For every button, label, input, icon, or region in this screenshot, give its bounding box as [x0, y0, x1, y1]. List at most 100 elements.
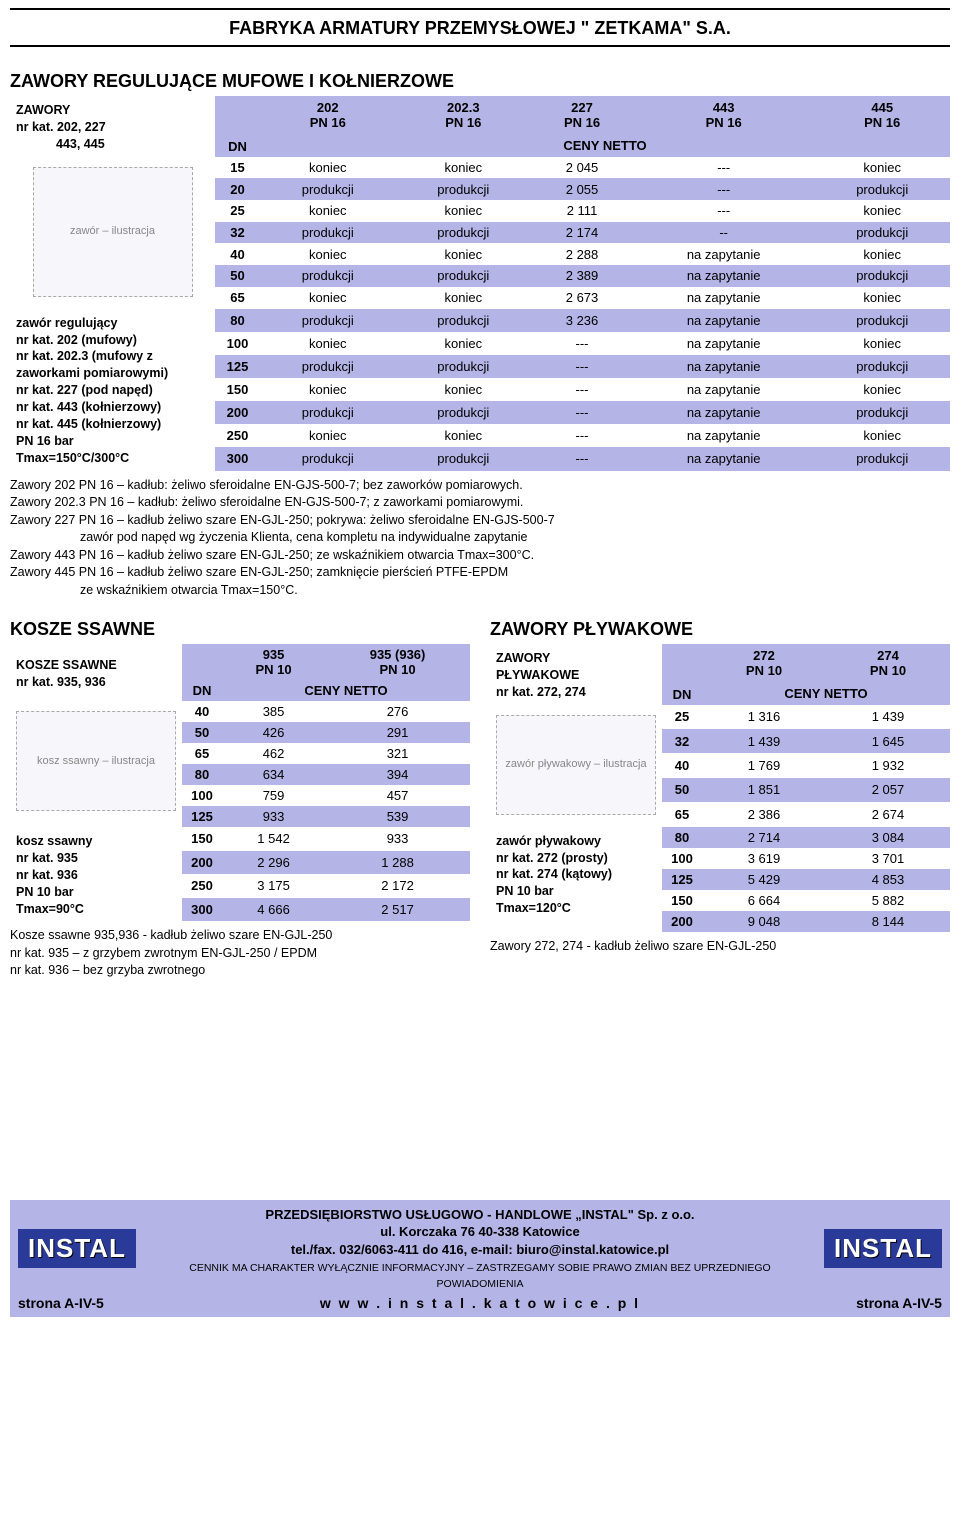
- t2-ceny-header: CENY NETTO: [222, 680, 470, 701]
- valve-image-placeholder: zawór – ilustracja: [33, 167, 193, 297]
- value-cell: 4 853: [826, 869, 950, 890]
- value-cell: na zapytanie: [633, 424, 814, 447]
- value-cell: 2 673: [531, 287, 633, 309]
- value-cell: 2 111: [531, 200, 633, 222]
- dn-cell: 250: [182, 874, 222, 898]
- footer-line2: ul. Korczaka 76 40-338 Katowice: [380, 1224, 579, 1239]
- value-cell: 634: [222, 764, 325, 785]
- value-cell: produkcji: [260, 447, 396, 470]
- dn-cell: 125: [662, 869, 702, 890]
- t1-col-2: 227 PN 16: [531, 96, 633, 134]
- dn-cell: 15: [215, 157, 260, 179]
- value-cell: 933: [325, 827, 470, 851]
- value-cell: produkcji: [814, 447, 950, 470]
- sidebar-line: nr kat. 202 (mufowy): [16, 332, 209, 349]
- note-line: zawór pod napęd wg życzenia Klienta, cen…: [10, 529, 950, 547]
- footer-page-left: strona A-IV-5: [18, 1295, 104, 1311]
- dn-cell: 125: [215, 355, 260, 378]
- dn-cell: 100: [662, 848, 702, 869]
- t3-head-left1: ZAWORY: [496, 650, 656, 667]
- value-cell: 6 664: [702, 890, 826, 911]
- product-image-placeholder: kosz ssawny – ilustracja: [16, 711, 176, 811]
- dn-cell: 50: [215, 265, 260, 287]
- t2-col-1: 935 (936) PN 10: [325, 644, 470, 680]
- value-cell: 3 619: [702, 848, 826, 869]
- value-cell: koniec: [396, 243, 532, 265]
- value-cell: 1 439: [702, 729, 826, 753]
- dn-cell: 65: [182, 743, 222, 764]
- value-cell: koniec: [814, 157, 950, 179]
- value-cell: ---: [531, 447, 633, 470]
- value-cell: 3 701: [826, 848, 950, 869]
- value-cell: 3 084: [826, 827, 950, 848]
- value-cell: 1 932: [826, 753, 950, 777]
- value-cell: ---: [531, 355, 633, 378]
- table-row: kosz ssawnynr kat. 935nr kat. 936PN 10 b…: [10, 827, 470, 851]
- value-cell: ---: [633, 200, 814, 222]
- sidebar-line: PN 10 bar: [16, 884, 176, 901]
- value-cell: produkcji: [814, 178, 950, 200]
- value-cell: 1 316: [702, 705, 826, 729]
- value-cell: 2 674: [826, 802, 950, 826]
- t3-head-left3: nr kat. 272, 274: [496, 684, 656, 701]
- note-line: Zawory 202 PN 16 – kadłub: żeliwo sferoi…: [10, 477, 950, 495]
- value-cell: koniec: [260, 243, 396, 265]
- t1-ceny-header: CENY NETTO: [260, 134, 950, 156]
- sidebar-line: nr kat. 936: [16, 867, 176, 884]
- value-cell: 3 175: [222, 874, 325, 898]
- value-cell: produkcji: [396, 355, 532, 378]
- value-cell: 2 296: [222, 851, 325, 875]
- note-line: ze wskaźnikiem otwarcia Tmax=150°C.: [10, 582, 950, 600]
- value-cell: 321: [325, 743, 470, 764]
- sidebar-line: Tmax=90°C: [16, 901, 176, 918]
- value-cell: produkcji: [260, 178, 396, 200]
- footer-url: w w w . i n s t a l . k a t o w i c e . …: [320, 1295, 640, 1311]
- value-cell: ---: [633, 178, 814, 200]
- t1-notes: Zawory 202 PN 16 – kadłub: żeliwo sferoi…: [10, 477, 950, 600]
- t1-col-0: 202 PN 16: [260, 96, 396, 134]
- dn-cell: 80: [662, 827, 702, 848]
- t2-sidebar-text: kosz ssawnynr kat. 935nr kat. 936PN 10 b…: [10, 827, 182, 921]
- sidebar-line: PN 16 bar: [16, 433, 209, 450]
- note-line: Zawory 443 PN 16 – kadłub żeliwo szare E…: [10, 547, 950, 565]
- sidebar-line: nr kat. 202.3 (mufowy z zaworkami pomiar…: [16, 348, 209, 382]
- value-cell: 291: [325, 722, 470, 743]
- dn-cell: 80: [182, 764, 222, 785]
- value-cell: produkcji: [396, 178, 532, 200]
- value-cell: 385: [222, 701, 325, 722]
- table-row: zawór pływakowy – ilustracja251 3161 439: [490, 705, 950, 729]
- dn-cell: 65: [662, 802, 702, 826]
- value-cell: produkcji: [260, 309, 396, 332]
- dn-cell: 100: [215, 332, 260, 355]
- value-cell: 276: [325, 701, 470, 722]
- t1-col-1: 202.3 PN 16: [396, 96, 532, 134]
- value-cell: produkcji: [260, 265, 396, 287]
- value-cell: produkcji: [396, 309, 532, 332]
- section1-title: ZAWORY REGULUJĄCE MUFOWE I KOŁNIERZOWE: [10, 71, 950, 92]
- value-cell: 1 439: [826, 705, 950, 729]
- sidebar-line: Tmax=120°C: [496, 900, 656, 917]
- value-cell: na zapytanie: [633, 243, 814, 265]
- sidebar-line: nr kat. 935: [16, 850, 176, 867]
- value-cell: koniec: [396, 378, 532, 401]
- value-cell: 8 144: [826, 911, 950, 932]
- value-cell: produkcji: [814, 309, 950, 332]
- sidebar-line: nr kat. 445 (kołnierzowy): [16, 416, 209, 433]
- value-cell: koniec: [396, 287, 532, 309]
- logo-right: INSTAL: [824, 1229, 942, 1268]
- value-cell: 457: [325, 785, 470, 806]
- value-cell: na zapytanie: [633, 287, 814, 309]
- sidebar-line: zawór regulujący: [16, 315, 209, 332]
- value-cell: koniec: [260, 287, 396, 309]
- value-cell: 2 045: [531, 157, 633, 179]
- footer-line3: tel./fax. 032/6063-411 do 416, e-mail: b…: [291, 1242, 669, 1257]
- dn-cell: 40: [215, 243, 260, 265]
- table-row: zawór – ilustracja15konieckoniec2 045---…: [10, 157, 950, 179]
- value-cell: 2 517: [325, 898, 470, 922]
- value-cell: produkcji: [260, 355, 396, 378]
- t2-head-left2: nr kat. 935, 936: [16, 674, 176, 691]
- dn-cell: 50: [182, 722, 222, 743]
- value-cell: produkcji: [814, 355, 950, 378]
- t2-notes: Kosze ssawne 935,936 - kadłub żeliwo sza…: [10, 927, 470, 980]
- dn-cell: 100: [182, 785, 222, 806]
